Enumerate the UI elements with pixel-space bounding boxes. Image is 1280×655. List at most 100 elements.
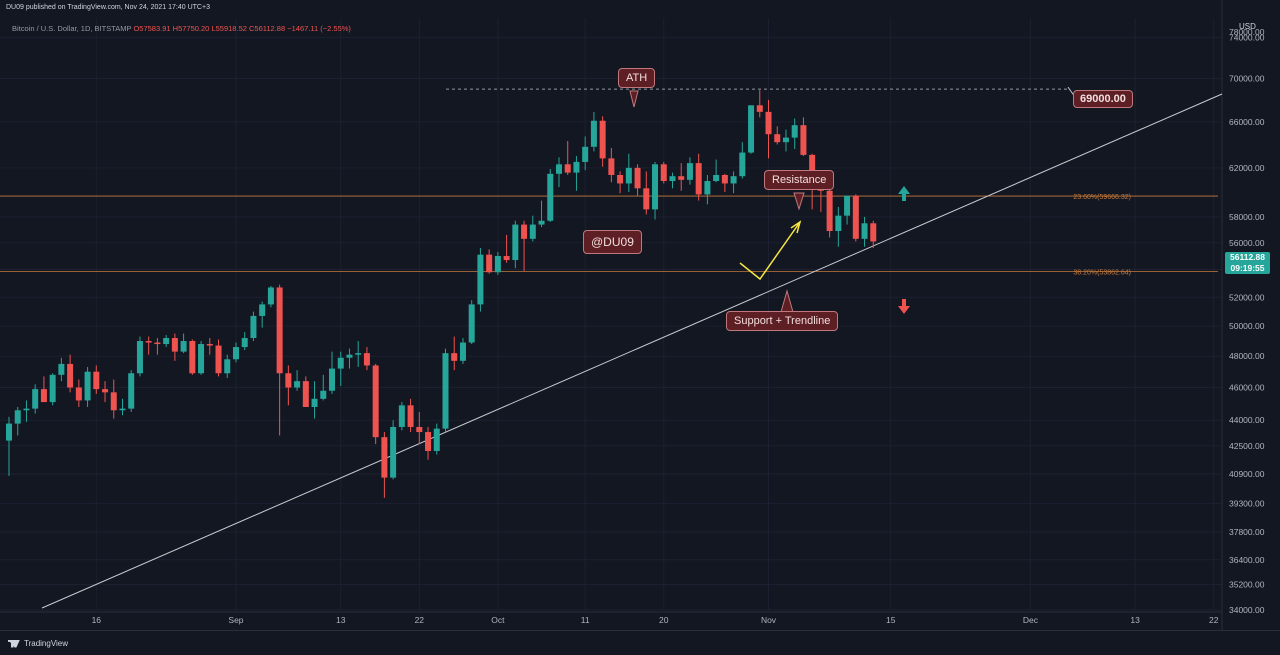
candle-body xyxy=(686,163,693,180)
candle-body xyxy=(695,163,702,195)
candle-body xyxy=(198,344,205,374)
date-tick-label: Oct xyxy=(491,615,505,625)
candle xyxy=(555,157,562,188)
up-arrow-icon xyxy=(898,186,910,201)
projection-arrowhead xyxy=(790,220,802,234)
price-tick-label: 48000.00 xyxy=(1229,351,1265,361)
candle-body xyxy=(547,173,554,221)
candle xyxy=(730,171,737,194)
candle xyxy=(285,365,292,406)
candle-body xyxy=(128,373,135,409)
candle-body xyxy=(433,428,440,451)
candle xyxy=(634,164,641,196)
candle-body xyxy=(206,344,213,346)
date-tick-label: 13 xyxy=(1130,615,1140,625)
candle xyxy=(163,335,170,348)
price-tick-label: 39300.00 xyxy=(1229,498,1265,508)
published-line: DU09 published on TradingView.com, Nov 2… xyxy=(6,4,210,11)
candle-body xyxy=(634,167,641,189)
candle xyxy=(617,171,624,194)
price-tick-label: 37800.00 xyxy=(1229,527,1265,537)
candle xyxy=(23,400,30,422)
support-callout: Support + Trendline xyxy=(726,311,839,331)
candle-body xyxy=(625,167,632,184)
candle xyxy=(835,206,842,247)
projection-arrow xyxy=(739,221,801,281)
candle-body xyxy=(75,387,82,401)
candle xyxy=(678,163,685,191)
last-price-value: 56112.88 xyxy=(1230,252,1265,262)
candle xyxy=(128,370,135,412)
tradingview-logo[interactable]: TradingView xyxy=(8,639,68,648)
candle-body xyxy=(599,120,606,159)
candle xyxy=(355,341,362,368)
candle-body xyxy=(276,287,283,374)
resistance-callout: Resistance xyxy=(764,170,835,190)
candle-body xyxy=(660,164,667,182)
candle-body xyxy=(355,353,362,355)
candle-body xyxy=(835,215,842,232)
candle xyxy=(67,354,74,393)
candle-body xyxy=(346,354,353,358)
candle xyxy=(468,300,475,345)
price-tick-label: 70000.00 xyxy=(1229,74,1265,84)
candle xyxy=(652,161,659,220)
candle xyxy=(75,379,82,407)
candle-body xyxy=(163,338,170,345)
candle xyxy=(756,90,763,118)
date-tick-label: 15 xyxy=(886,615,896,625)
candle-body xyxy=(756,105,763,112)
price-tick-label: 62000.00 xyxy=(1229,163,1265,173)
candle-body xyxy=(302,381,309,407)
candle xyxy=(564,141,571,176)
candle xyxy=(852,194,859,242)
date-tick-label: 13 xyxy=(336,615,346,625)
candle-body xyxy=(512,224,519,261)
date-tick-label: 16 xyxy=(92,615,102,625)
candle xyxy=(32,384,39,414)
candle-body xyxy=(329,368,336,391)
candle-body xyxy=(285,373,292,388)
candle xyxy=(267,286,274,308)
candle-body xyxy=(250,315,257,339)
candle-body xyxy=(486,254,493,273)
candle xyxy=(643,171,650,215)
candle xyxy=(739,142,746,179)
candle-body xyxy=(503,256,510,261)
candle-body xyxy=(390,426,397,478)
candle-body xyxy=(451,353,458,361)
candle-body xyxy=(93,371,100,390)
candle xyxy=(390,420,397,480)
candle xyxy=(198,341,205,375)
candle-body xyxy=(241,338,248,348)
candle xyxy=(529,215,536,242)
candle xyxy=(180,333,187,354)
candle-body xyxy=(407,405,414,427)
candle xyxy=(442,348,449,433)
candle xyxy=(381,432,388,498)
candle xyxy=(573,156,580,191)
candle-body xyxy=(573,161,580,173)
candle-body xyxy=(564,164,571,173)
low-value: L55918.52 xyxy=(211,24,247,33)
candle xyxy=(695,153,702,201)
candle xyxy=(704,175,711,205)
candle xyxy=(58,357,65,382)
date-tick-label: Sep xyxy=(228,615,243,625)
change-value: −1467.11 (−2.55%) xyxy=(287,24,351,33)
price-tick-label: 74000.00 xyxy=(1229,33,1265,43)
candle xyxy=(224,354,231,378)
candle-body xyxy=(800,125,807,155)
candle-body xyxy=(590,120,597,147)
candle-body xyxy=(372,365,379,438)
peak-price-callout: 69000.00 xyxy=(1073,90,1133,108)
bar-countdown: 09:19:55 xyxy=(1230,263,1265,273)
candle xyxy=(660,161,667,184)
candle xyxy=(721,173,728,192)
price-tick-label: 40900.00 xyxy=(1229,469,1265,479)
candle xyxy=(189,339,196,375)
candle-body xyxy=(617,175,624,184)
candle-body xyxy=(154,342,161,345)
